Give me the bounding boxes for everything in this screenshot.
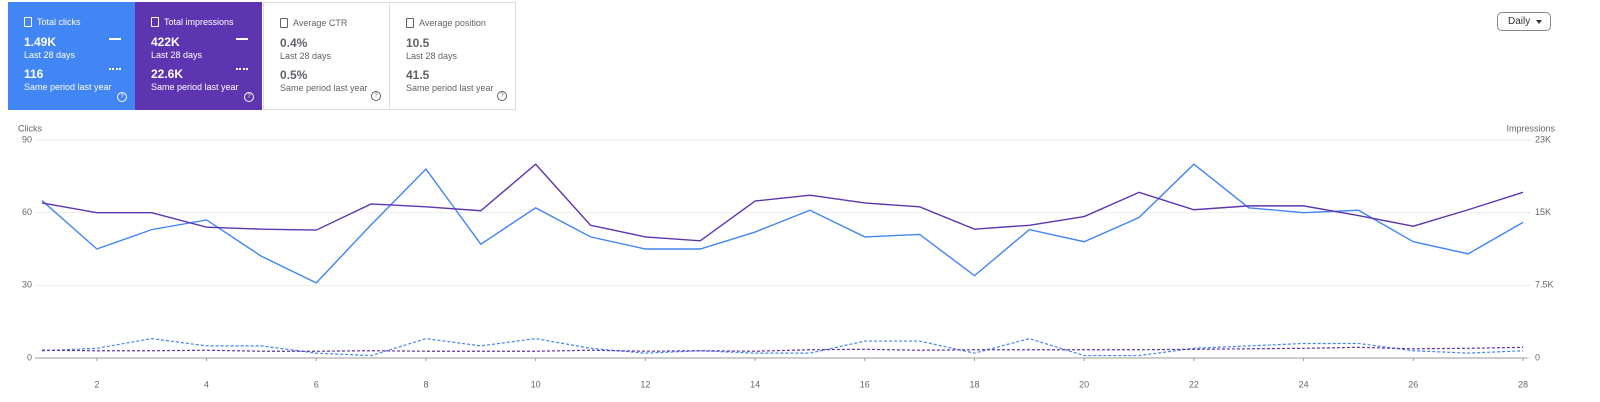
card-header: Average position: [406, 17, 515, 29]
checkbox-icon: [151, 17, 159, 27]
help-icon[interactable]: ?: [497, 91, 507, 101]
checkbox-icon: [280, 18, 288, 28]
x-tick-label: 28: [1518, 379, 1528, 389]
series-line-previous: [41, 346, 1524, 352]
card-title: Average CTR: [293, 18, 348, 28]
help-icon[interactable]: ?: [371, 91, 381, 101]
card-header: Total clicks: [24, 16, 135, 28]
x-tick-label: 20: [1079, 379, 1089, 389]
metric-card[interactable]: Average CTR 0.4% Last 28 days 0.5% Same peri…: [263, 2, 390, 110]
line-legend-dashed: [109, 68, 121, 70]
x-tick-label: 14: [750, 379, 760, 389]
card-prev-period: Same period last year: [24, 82, 112, 92]
card-value: 1.49K: [24, 35, 57, 49]
metric-card[interactable]: Total clicks 1.49K Last 28 days 116 Same per…: [8, 2, 135, 110]
card-value: 0.4%: [280, 36, 308, 50]
card-prev-period: Same period last year: [406, 83, 494, 93]
x-tick-label: 16: [860, 379, 870, 389]
series-line: [41, 163, 1524, 242]
card-prev-period: Same period last year: [151, 82, 239, 92]
help-icon[interactable]: ?: [117, 92, 127, 102]
line-legend: [109, 38, 121, 40]
card-period: Last 28 days: [406, 51, 458, 61]
card-period: Last 28 days: [280, 51, 332, 61]
card-prev-value: 116: [24, 67, 44, 81]
checkbox-icon: [406, 18, 414, 28]
x-tick-label: 12: [640, 379, 650, 389]
x-tick-label: 4: [204, 379, 209, 389]
metric-card[interactable]: Average position 10.5 Last 28 days 41.5 Same…: [389, 2, 516, 110]
card-header: Average CTR: [280, 17, 389, 29]
granularity-dropdown[interactable]: Daily: [1497, 12, 1551, 31]
card-prev-value: 22.6K: [151, 67, 184, 81]
y-tick-label: 60: [22, 207, 32, 217]
x-tick-label: 6: [314, 379, 319, 389]
card-title: Average position: [419, 18, 486, 28]
y-axis-title: Clicks: [18, 123, 42, 133]
x-tick-label: 8: [423, 379, 428, 389]
dropdown-caret: [1536, 20, 1542, 24]
x-tick-label: 10: [531, 379, 541, 389]
x-tick-label: 24: [1299, 379, 1309, 389]
y2-tick-label: 23K: [1535, 134, 1551, 144]
y2-axis-title: Impressions: [1506, 123, 1555, 133]
card-header: Total impressions: [151, 16, 262, 28]
card-title: Total clicks: [37, 17, 81, 27]
metric-card[interactable]: Total impressions 422K Last 28 days 22.6K Sa…: [135, 2, 262, 110]
y2-tick-label: 15K: [1535, 207, 1551, 217]
line-legend: [236, 38, 248, 40]
line-legend-dashed: [236, 68, 248, 70]
card-title: Total impressions: [164, 17, 234, 27]
x-tick-label: 18: [969, 379, 979, 389]
y-tick-label: 90: [22, 134, 32, 144]
y-tick-label: 30: [22, 280, 32, 290]
card-period: Last 28 days: [151, 50, 203, 60]
y-tick-label: 0: [27, 352, 32, 362]
card-value: 422K: [151, 35, 180, 49]
card-prev-period: Same period last year: [280, 83, 368, 93]
card-prev-value: 0.5%: [280, 68, 308, 82]
series-line: [41, 163, 1524, 284]
card-prev-value: 41.5: [406, 68, 430, 82]
dropdown-label: Daily: [1508, 16, 1531, 27]
help-icon[interactable]: ?: [244, 92, 254, 102]
card-period: Last 28 days: [24, 50, 76, 60]
series-line-previous: [41, 337, 1524, 357]
y2-tick-label: 7.5K: [1535, 280, 1554, 290]
x-tick-label: 2: [94, 379, 99, 389]
x-tick-label: 22: [1189, 379, 1199, 389]
card-value: 10.5: [406, 36, 430, 50]
y2-tick-label: 0: [1535, 352, 1540, 362]
checkbox-icon: [24, 17, 32, 27]
x-tick-label: 26: [1408, 379, 1418, 389]
